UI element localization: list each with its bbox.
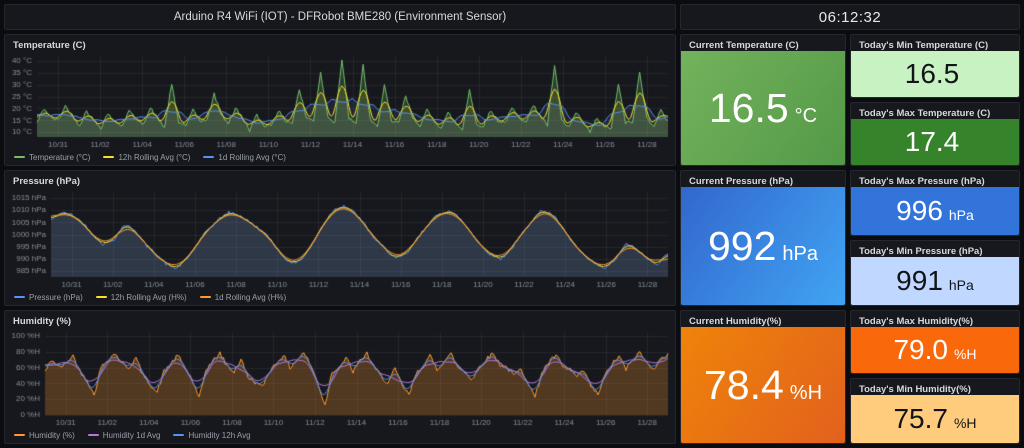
legend-series-label: Humidity 12h Avg	[188, 431, 250, 440]
panel-today-min-temperature: Today's Min Temperature (C) 16.5	[850, 34, 1020, 98]
legend-series-swatch	[14, 434, 25, 437]
legend-series-swatch	[14, 156, 25, 159]
stat-body: 79.0 %H	[851, 327, 1019, 373]
legend-item[interactable]: 1d Rolling Avg (°C)	[203, 153, 286, 162]
panel-humidity-chart: Humidity (%) Humidity (%) Humidity 1d Avg…	[4, 310, 676, 444]
legend-series-label: Temperature (°C)	[29, 153, 90, 162]
pressure-chart-canvas[interactable]	[8, 187, 672, 290]
legend-series-label: 12h Rolling Avg (°C)	[118, 153, 190, 162]
stat-value: 79.0	[893, 336, 948, 364]
legend-item[interactable]: 12h Rolling Avg (H%)	[96, 293, 187, 302]
panel-current-temperature: Current Temperature (C) 16.5 °C	[680, 34, 846, 166]
humidity-chart-legend: Humidity (%) Humidity 1d Avg Humidity 12h …	[14, 429, 251, 441]
humidity-chart-canvas[interactable]	[8, 327, 672, 428]
legend-series-label: Humidity 1d Avg	[103, 431, 161, 440]
stat-body: 991 hPa	[851, 257, 1019, 305]
stat-unit: %H	[954, 416, 977, 430]
stat-value: 16.5	[709, 88, 789, 129]
grafana-dashboard: Arduino R4 WiFi (IOT) - DFRobot BME280 (…	[0, 0, 1024, 448]
stat-unit: hPa	[949, 208, 974, 222]
legend-item[interactable]: 1d Rolling Avg (H%)	[200, 293, 286, 302]
panel-today-max-humidity: Today's Max Humidity(%) 79.0 %H	[850, 310, 1020, 374]
legend-series-label: 12h Rolling Avg (H%)	[111, 293, 187, 302]
dashboard-title: Arduino R4 WiFi (IOT) - DFRobot BME280 (…	[174, 11, 506, 23]
stat-body: 75.7 %H	[851, 395, 1019, 443]
legend-item[interactable]: Humidity 1d Avg	[88, 431, 161, 440]
panel-current-pressure: Current Pressure (hPa) 992 hPa	[680, 170, 846, 306]
legend-series-swatch	[173, 434, 184, 437]
legend-series-label: 1d Rolling Avg (H%)	[215, 293, 286, 302]
legend-series-label: 1d Rolling Avg (°C)	[218, 153, 286, 162]
panel-dashboard-title: Arduino R4 WiFi (IOT) - DFRobot BME280 (…	[4, 4, 676, 30]
stat-body: 992 hPa	[681, 187, 845, 305]
legend-item[interactable]: 12h Rolling Avg (°C)	[103, 153, 190, 162]
panel-today-max-pressure: Today's Max Pressure (hPa) 996 hPa	[850, 170, 1020, 236]
stat-value: 78.4	[704, 365, 784, 406]
panel-today-max-temperature: Today's Max Temperature (C) 17.4	[850, 102, 1020, 166]
stat-value: 16.5	[905, 60, 960, 88]
stat-value: 75.7	[893, 405, 948, 433]
panel-today-min-pressure: Today's Min Pressure (hPa) 991 hPa	[850, 240, 1020, 306]
legend-series-swatch	[14, 296, 25, 299]
clock-time: 06:12:32	[819, 9, 881, 26]
stat-unit: %H	[954, 347, 977, 361]
stat-value: 991	[896, 267, 943, 295]
stat-body: 996 hPa	[851, 187, 1019, 235]
stat-body: 78.4 %H	[681, 327, 845, 443]
temperature-chart-legend: Temperature (°C) 12h Rolling Avg (°C) 1d R…	[14, 151, 286, 163]
legend-series-swatch	[203, 156, 214, 159]
legend-series-label: Humidity (%)	[29, 431, 75, 440]
stat-unit: °C	[795, 106, 817, 126]
stat-body: 17.4	[851, 119, 1019, 165]
legend-series-swatch	[96, 296, 107, 299]
legend-item[interactable]: Humidity 12h Avg	[173, 431, 250, 440]
legend-series-swatch	[88, 434, 99, 437]
temperature-chart-area	[8, 51, 672, 150]
temperature-chart-canvas[interactable]	[8, 51, 672, 150]
pressure-chart-area	[8, 187, 672, 290]
panel-today-min-humidity: Today's Min Humidity(%) 75.7 %H	[850, 378, 1020, 444]
pressure-chart-legend: Pressure (hPa) 12h Rolling Avg (H%) 1d Rol…	[14, 291, 286, 303]
legend-item[interactable]: Temperature (°C)	[14, 153, 90, 162]
stat-unit: hPa	[782, 244, 818, 264]
legend-series-label: Pressure (hPa)	[29, 293, 83, 302]
panel-current-humidity: Current Humidity(%) 78.4 %H	[680, 310, 846, 444]
panel-pressure-chart: Pressure (hPa) Pressure (hPa) 12h Rolling…	[4, 170, 676, 306]
legend-series-swatch	[200, 296, 211, 299]
legend-item[interactable]: Humidity (%)	[14, 431, 75, 440]
stat-unit: %H	[790, 383, 822, 403]
panel-clock: 06:12:32	[680, 4, 1020, 30]
stat-body: 16.5	[851, 51, 1019, 97]
stat-body: 16.5 °C	[681, 51, 845, 165]
legend-series-swatch	[103, 156, 114, 159]
stat-value: 17.4	[905, 128, 960, 156]
stat-value: 996	[896, 197, 943, 225]
stat-value: 992	[708, 226, 776, 267]
stat-unit: hPa	[949, 278, 974, 292]
humidity-chart-area	[8, 327, 672, 428]
panel-temperature-chart: Temperature (C) Temperature (°C)12h Roll…	[4, 34, 676, 166]
legend-item[interactable]: Pressure (hPa)	[14, 293, 83, 302]
